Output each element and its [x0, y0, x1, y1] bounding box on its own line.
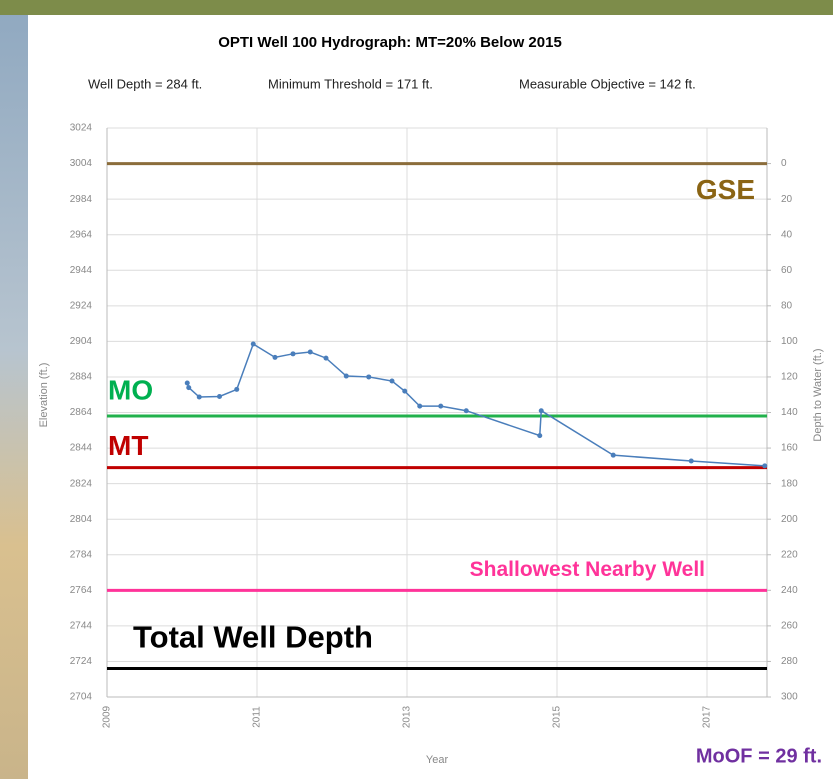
y-tick-label: 2984 [70, 194, 93, 205]
y2-tick-label: 160 [781, 443, 798, 454]
data-point [688, 458, 694, 464]
y2-tick-label: 60 [781, 265, 793, 276]
y-tick-label: 2944 [70, 265, 93, 276]
y2-tick-label: 140 [781, 407, 798, 418]
data-point [290, 351, 296, 357]
y-tick-label: 2864 [70, 407, 93, 418]
data-point [538, 408, 544, 414]
subtitle: Minimum Threshold = 171 ft. [268, 76, 433, 91]
y2-tick-label: 280 [781, 656, 798, 667]
y2-axis-label: Depth to Water (ft.) [812, 348, 824, 441]
y2-tick-label: 80 [781, 300, 793, 311]
data-point [463, 408, 469, 414]
subtitle: Measurable Objective = 142 ft. [519, 76, 696, 91]
x-tick-label: 2009 [102, 705, 113, 728]
reference-label: Total Well Depth [133, 620, 373, 655]
data-point [234, 386, 240, 392]
top-bar [0, 0, 833, 15]
y2-tick-label: 300 [781, 692, 798, 703]
reference-label: Shallowest Nearby Well [470, 558, 705, 581]
data-point [272, 354, 278, 360]
reference-label: MT [108, 430, 148, 461]
y2-tick-label: 260 [781, 621, 798, 632]
data-point [389, 378, 395, 384]
y-tick-label: 3024 [70, 123, 93, 134]
y2-tick-label: 120 [781, 372, 798, 383]
data-point [610, 452, 616, 458]
y-tick-label: 2964 [70, 229, 93, 240]
y2-tick-label: 200 [781, 514, 798, 525]
data-point [184, 380, 190, 386]
y-tick-label: 2724 [70, 656, 93, 667]
x-tick-label: 2011 [252, 706, 263, 728]
y2-tick-label: 240 [781, 585, 798, 596]
data-point [438, 403, 444, 409]
y-tick-label: 2784 [70, 549, 93, 560]
data-point [250, 341, 256, 347]
reference-label: MO [108, 374, 153, 405]
subtitle: Well Depth = 284 ft. [88, 76, 202, 91]
y2-tick-label: 40 [781, 229, 793, 240]
y-tick-label: 2704 [70, 692, 93, 703]
data-point [323, 355, 329, 361]
y-tick-label: 2764 [70, 585, 93, 596]
data-point [402, 388, 408, 394]
chart-title: OPTI Well 100 Hydrograph: MT=20% Below 2… [218, 34, 562, 51]
y-tick-label: 2844 [70, 443, 93, 454]
data-point [417, 403, 423, 409]
data-point [186, 385, 192, 391]
data-point [343, 373, 349, 379]
x-tick-label: 2013 [402, 705, 413, 728]
data-point [366, 374, 372, 380]
y-tick-label: 2744 [70, 621, 93, 632]
y2-tick-label: 100 [781, 336, 798, 347]
y-tick-label: 2824 [70, 478, 93, 489]
data-point [196, 394, 202, 400]
y-tick-label: 3004 [70, 158, 93, 169]
y2-tick-label: 180 [781, 478, 798, 489]
y-axis-label: Elevation (ft.) [38, 363, 50, 428]
data-point [537, 433, 543, 439]
panel [28, 15, 833, 779]
y-tick-label: 2804 [70, 514, 93, 525]
y-tick-label: 2924 [70, 300, 93, 311]
y-tick-label: 2904 [70, 336, 93, 347]
y2-tick-label: 0 [781, 158, 787, 169]
x-axis-label: Year [426, 754, 449, 766]
data-point [217, 393, 222, 399]
y-tick-label: 2884 [70, 372, 93, 383]
data-point [762, 463, 768, 469]
x-tick-label: 2015 [552, 705, 563, 728]
y2-tick-label: 220 [781, 549, 798, 560]
data-line [186, 342, 765, 467]
reference-label: GSE [696, 174, 755, 205]
y2-tick-label: 20 [781, 194, 793, 205]
data-point [307, 349, 313, 355]
note: MoOF = 29 ft. [696, 745, 822, 767]
x-tick-label: 2017 [702, 705, 713, 728]
